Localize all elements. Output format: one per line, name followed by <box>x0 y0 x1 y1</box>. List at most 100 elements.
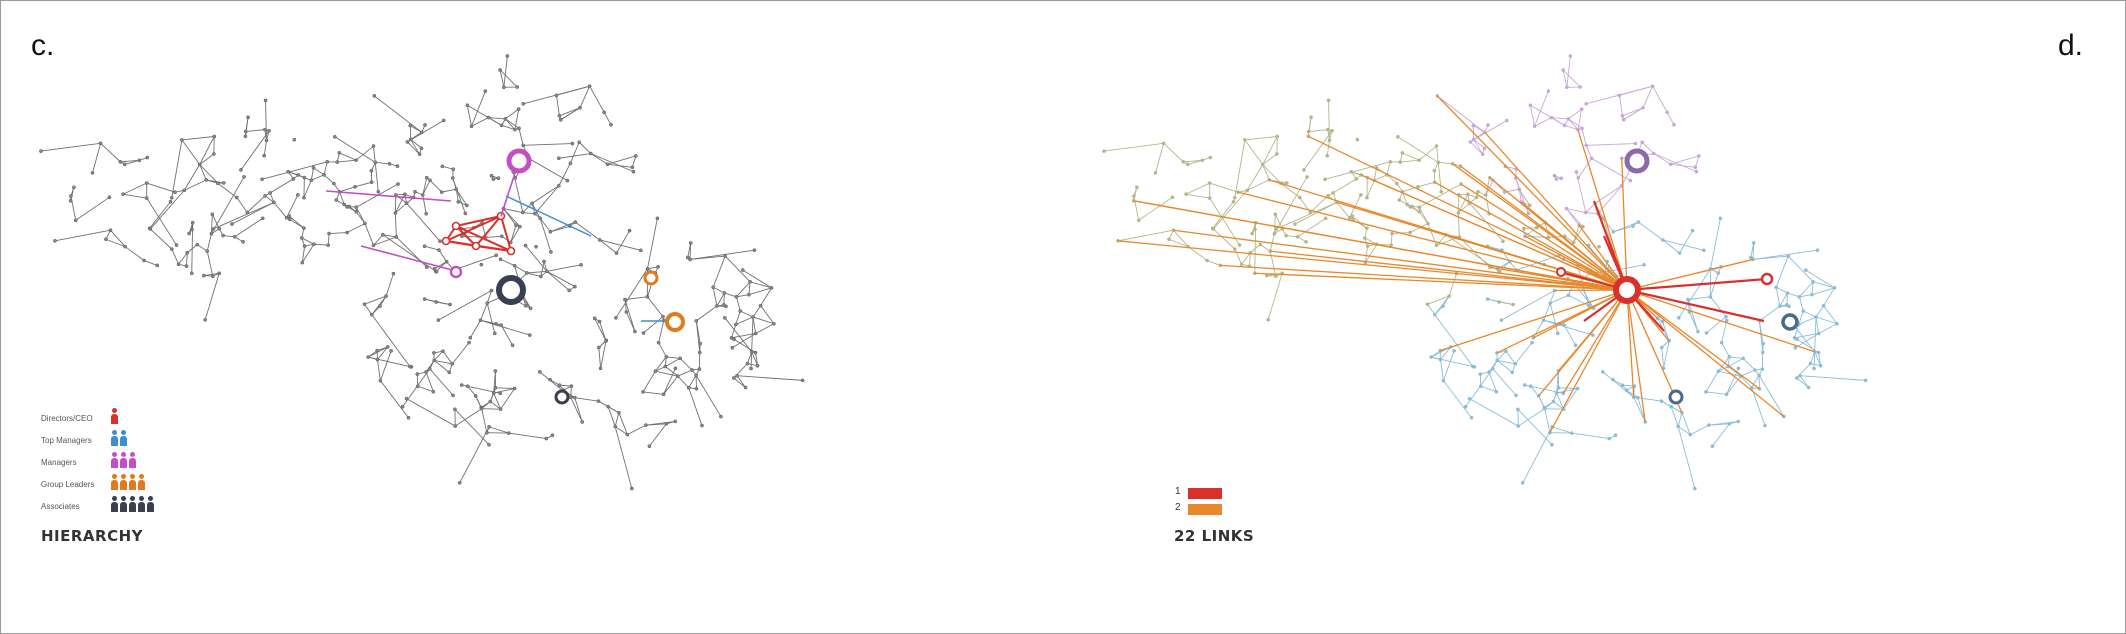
network-edge <box>364 223 374 246</box>
person-icon <box>138 495 145 512</box>
network-edge <box>526 272 541 277</box>
network-node <box>1132 194 1136 198</box>
network-node <box>1331 191 1335 195</box>
network-node <box>1640 140 1645 145</box>
network-node <box>1528 384 1533 389</box>
network-node <box>1578 85 1583 89</box>
network-edge <box>1609 264 1645 272</box>
network-node <box>189 271 194 276</box>
network-node <box>215 181 220 186</box>
network-node <box>121 192 125 197</box>
network-edge <box>751 351 758 366</box>
network-node <box>647 444 652 449</box>
network-node <box>405 140 410 144</box>
network-edge <box>1666 112 1675 125</box>
network-edge <box>1815 316 1820 334</box>
network-node <box>1635 395 1640 400</box>
network-node <box>751 315 755 319</box>
network-node <box>1327 138 1332 143</box>
network-edge <box>679 358 693 371</box>
network-node <box>354 205 359 210</box>
network-node <box>173 190 177 195</box>
network-node <box>755 363 760 368</box>
network-node <box>1546 89 1551 94</box>
network-edge <box>1811 287 1835 296</box>
network-edge <box>724 317 753 353</box>
associate-hub <box>496 275 526 305</box>
legend-label: Group Leaders <box>41 479 95 489</box>
network-edge <box>1752 249 1818 260</box>
network-node <box>602 110 607 115</box>
network-edge <box>760 287 772 306</box>
network-node <box>493 385 498 390</box>
network-node <box>698 341 703 346</box>
network-edge <box>146 182 176 193</box>
network-node <box>363 221 367 226</box>
network-node <box>579 262 583 267</box>
network-edge <box>1815 316 1838 325</box>
network-edge <box>1530 104 1565 126</box>
network-node <box>408 364 412 369</box>
link-level-2-edge <box>1360 174 1628 291</box>
network-edge <box>181 136 215 141</box>
network-edge <box>1653 153 1671 165</box>
network-node <box>1347 215 1352 220</box>
network-edge <box>1497 261 1510 270</box>
network-node <box>1761 341 1766 346</box>
person-icon <box>111 495 118 512</box>
network-node <box>655 216 660 221</box>
network-edge <box>723 292 725 305</box>
network-node <box>1495 358 1500 363</box>
network-edge <box>206 179 218 184</box>
network-node <box>1727 354 1732 359</box>
network-edge <box>645 420 676 426</box>
network-edge <box>1397 136 1439 163</box>
network-node <box>332 134 337 139</box>
network-node <box>325 159 330 164</box>
network-node <box>1704 390 1708 394</box>
network-node <box>752 248 757 253</box>
network-node <box>1517 187 1522 192</box>
network-edge <box>1303 130 1333 171</box>
network-node <box>457 480 462 485</box>
network-node <box>1499 318 1504 322</box>
network-node <box>494 253 499 258</box>
network-edge <box>434 261 447 270</box>
network-node <box>1432 168 1437 173</box>
network-node <box>1490 366 1495 371</box>
network-edge <box>199 164 219 184</box>
network-edge <box>1810 351 1816 364</box>
network-node <box>389 348 393 353</box>
network-edge <box>1376 243 1392 246</box>
network-node <box>1478 384 1483 389</box>
network-edge <box>1815 305 1824 318</box>
network-edge <box>355 145 374 161</box>
link-level-2-edge <box>1520 201 1628 291</box>
network-edge <box>410 139 420 155</box>
network-node <box>516 107 521 111</box>
network-edge <box>737 375 803 381</box>
network-edge <box>1445 234 1500 273</box>
network-edge <box>1564 124 1579 131</box>
network-edge <box>422 194 427 214</box>
network-node <box>645 266 650 271</box>
link-level-2-edge <box>1626 289 1760 390</box>
network-node <box>1704 331 1709 335</box>
network-node <box>384 294 388 298</box>
network-edge <box>747 351 753 364</box>
network-node <box>537 370 542 374</box>
link-level-2-edge <box>1336 201 1628 291</box>
network-edge <box>1234 248 1242 265</box>
link-node <box>1556 267 1566 277</box>
network-edge <box>1798 296 1804 312</box>
top-manager-edge <box>505 195 592 237</box>
legend-link-1-swatch <box>1188 488 1222 499</box>
network-node <box>284 215 289 220</box>
network-edge <box>664 366 679 377</box>
network-node <box>656 340 661 345</box>
network-node <box>447 370 452 375</box>
network-node <box>661 392 666 397</box>
network-node <box>1528 103 1533 108</box>
network-node <box>1526 211 1531 216</box>
